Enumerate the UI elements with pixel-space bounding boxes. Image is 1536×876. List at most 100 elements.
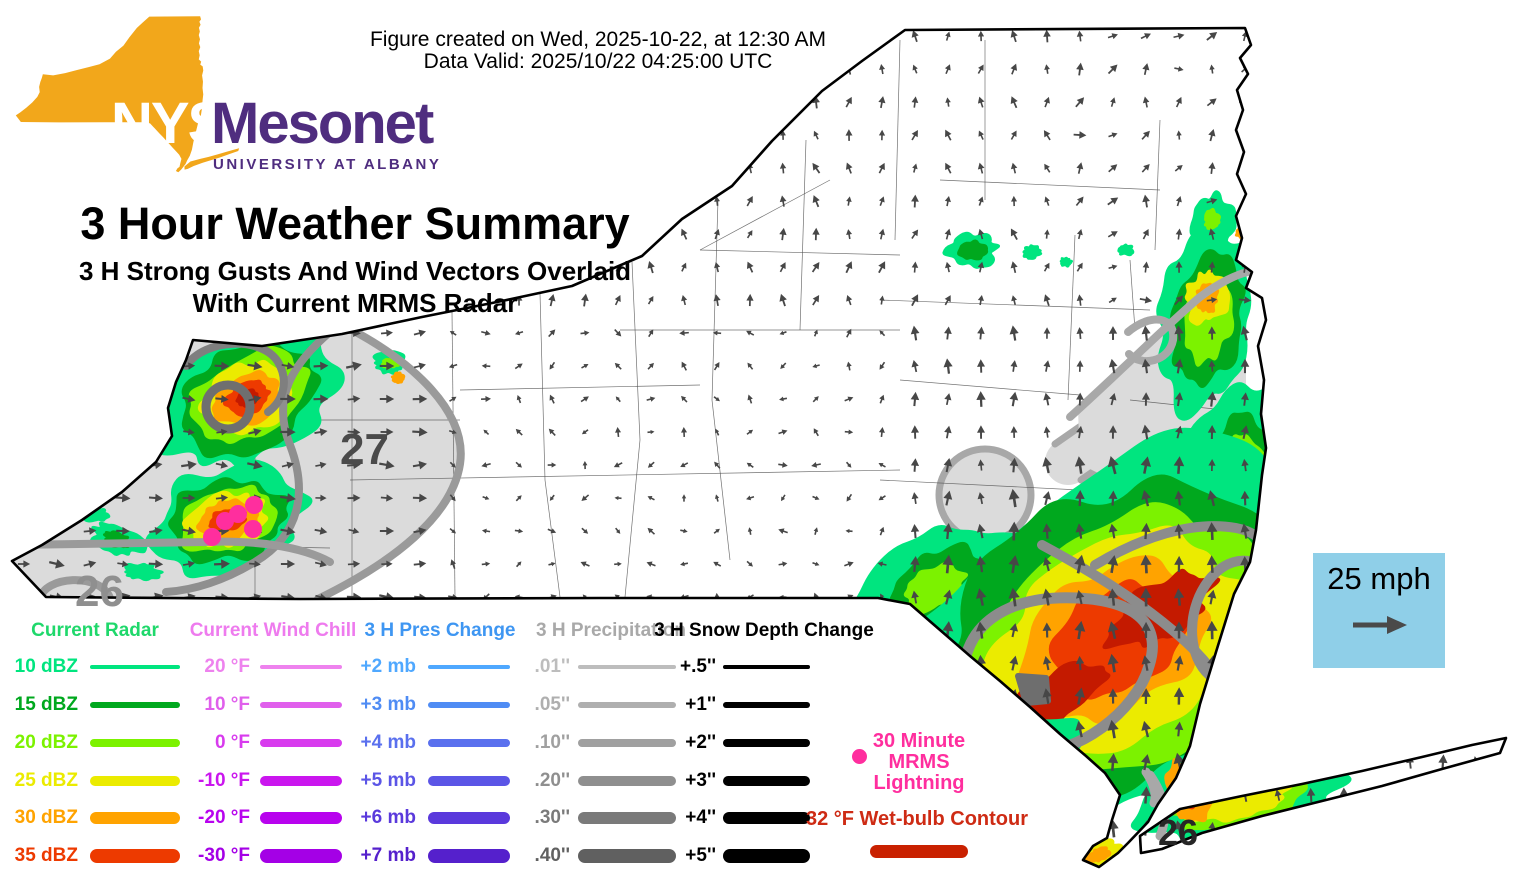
legend-row-label: 20 °F — [204, 656, 250, 677]
wind-arrow-icon — [1437, 230, 1449, 238]
wind-arrow-icon — [911, 229, 919, 239]
legend-row-swatch — [90, 739, 180, 747]
wind-arrow-icon — [978, 196, 984, 206]
wind-arrow-icon — [614, 561, 622, 567]
wind-arrow-icon — [315, 461, 327, 469]
wind-arrow-icon — [1439, 822, 1447, 834]
wind-arrow-icon — [1009, 754, 1019, 770]
wind-arrow-icon — [481, 462, 491, 468]
wind-arrow-icon — [910, 556, 920, 573]
wind-arrow-icon — [86, 295, 93, 306]
wind-arrow-icon — [482, 128, 490, 142]
wind-arrow-icon — [1273, 589, 1283, 605]
wind-arrow-icon — [181, 460, 197, 470]
wind-arrow-icon — [153, 295, 159, 305]
wind-arrow-icon — [83, 791, 97, 799]
wind-arrow-icon — [879, 658, 885, 668]
wind-arrow-icon — [1173, 588, 1185, 606]
wind-arrow-icon — [945, 31, 951, 41]
wind-arrow-icon — [182, 758, 196, 766]
wind-arrow-icon — [547, 462, 557, 468]
wind-arrow-icon — [1340, 689, 1348, 703]
wind-arrow-icon — [614, 295, 621, 306]
wind-arrow-icon — [449, 96, 457, 108]
wind-arrow-icon — [714, 196, 720, 206]
gust-contour-ring — [201, 380, 255, 434]
wind-arrow-icon — [746, 261, 754, 273]
wind-arrow-icon — [1306, 688, 1316, 704]
legend-row-swatch — [578, 849, 676, 863]
county-line — [879, 479, 1081, 491]
wind-arrow-icon — [449, 330, 457, 336]
wind-arrow-icon — [878, 693, 886, 699]
wind-arrow-icon — [514, 627, 524, 633]
wind-arrow-icon — [1008, 587, 1020, 607]
wind-arrow-icon — [780, 362, 787, 370]
wind-arrow-icon — [1406, 261, 1414, 273]
gust-contour-label: 27 — [340, 425, 389, 474]
wind-arrow-icon — [1076, 392, 1084, 406]
legend-row-label: -10 °F — [198, 770, 250, 791]
wind-arrow-icon — [779, 396, 788, 402]
wind-arrow-icon — [648, 130, 654, 140]
wind-arrow-icon — [647, 362, 654, 370]
wind-arrow-icon — [746, 293, 754, 307]
wind-arrow-icon — [1307, 822, 1315, 835]
wind-arrow-icon — [581, 429, 589, 435]
wind-arrow-icon — [747, 394, 753, 404]
wind-arrow-icon — [380, 329, 393, 337]
wind-arrow-icon — [1141, 325, 1151, 341]
legend-row-swatch — [723, 849, 810, 863]
wind-arrow-icon — [1306, 853, 1316, 867]
wind-arrow-icon — [780, 791, 785, 799]
legend-header-current-radar: Current Radar — [31, 620, 159, 641]
wind-arrow-icon — [549, 361, 556, 370]
wind-arrow-icon — [1272, 33, 1283, 40]
gust-contour — [1066, 268, 1252, 421]
wind-arrow-icon — [614, 96, 622, 109]
wind-arrow-icon — [1208, 326, 1217, 340]
wind-arrow-icon — [1339, 853, 1349, 867]
gust-contour-label: 26 — [75, 567, 124, 616]
wind-arrow-icon — [780, 130, 786, 140]
wind-arrow-icon — [944, 295, 951, 306]
wind-arrow-icon — [280, 691, 296, 701]
wind-arrow-icon — [281, 461, 295, 469]
wind-reference-label: 25 mph — [1327, 561, 1431, 596]
county-line — [1154, 119, 1161, 251]
wind-arrow-icon — [380, 494, 394, 502]
legend-row-swatch — [428, 812, 510, 824]
wind-arrow-icon — [248, 428, 262, 437]
wind-arrow-icon — [713, 528, 720, 534]
wind-arrow-icon — [379, 460, 395, 470]
wind-arrow-icon — [1472, 557, 1480, 571]
legend-row-swatch — [723, 702, 810, 708]
wind-arrow-icon — [1139, 296, 1153, 304]
wind-arrow-icon — [1076, 62, 1084, 76]
wind-arrow-icon — [1107, 64, 1118, 75]
wind-arrow-icon — [1108, 326, 1118, 340]
wind-arrow-icon — [1470, 197, 1481, 205]
wind-arrow-icon — [148, 493, 163, 503]
wind-reference-box: 25 mph — [1313, 553, 1445, 668]
wind-arrow-icon — [1206, 32, 1218, 41]
wind-arrow-icon — [911, 261, 919, 273]
wind-arrow-icon — [413, 527, 427, 536]
wind-arrow-icon — [215, 461, 229, 469]
wind-arrow-icon — [779, 227, 787, 241]
legend-row-label: +4'' — [685, 807, 716, 828]
legend-row-label: +3'' — [685, 770, 716, 791]
wind-arrow-icon — [1044, 64, 1050, 74]
legend-header-3-h-precipitation: 3 H Precipitation — [536, 620, 686, 641]
wind-arrow-icon — [1239, 753, 1251, 771]
wind-arrow-icon — [1273, 755, 1283, 769]
wind-arrow-icon — [115, 427, 131, 437]
wind-arrow-icon — [647, 461, 655, 468]
wind-arrow-icon — [911, 492, 919, 504]
wind-arrow-icon — [1075, 720, 1086, 738]
wind-arrow-icon — [1240, 392, 1249, 406]
wind-arrow-icon — [681, 262, 687, 272]
wind-arrow-icon — [1108, 358, 1118, 374]
wind-arrow-icon — [17, 460, 31, 469]
wind-arrow-icon — [944, 326, 952, 340]
